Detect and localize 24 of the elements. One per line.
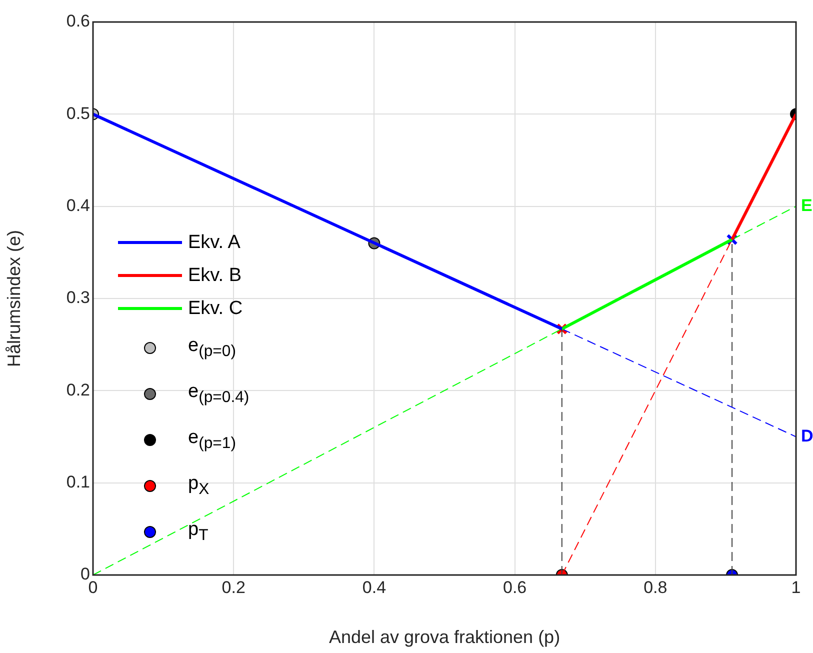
y-tick-label: 0.2 <box>66 380 90 400</box>
annotation: E <box>801 196 812 216</box>
y-tick-label: 0.1 <box>66 472 90 492</box>
x-tick-label: 0.8 <box>644 578 668 597</box>
legend-label: Ekv. B <box>188 264 242 286</box>
x-tick-label: 0.6 <box>502 578 527 597</box>
y-tick-label: 0 <box>80 564 90 584</box>
y-tick-label: 0.5 <box>66 104 90 123</box>
legend-label: p$_{T}$ <box>188 519 208 545</box>
legend-label: p$_{X}$ <box>188 473 210 499</box>
y-axis-title: Hålrumsindex (e) <box>4 230 24 368</box>
x-tick-label: 1 <box>791 578 801 597</box>
y-tick-label: 0.4 <box>66 196 90 216</box>
y-tick-label: 0.3 <box>66 288 90 308</box>
legend-label: e$_{(p=1)}$ <box>188 427 236 453</box>
legend-label: Ekv. C <box>188 298 243 320</box>
annotation: D <box>801 426 813 446</box>
legend-label: e$_{(p=0)}$ <box>188 335 236 361</box>
x-tick-label: 0.2 <box>222 578 246 597</box>
x-tick-label: 0.4 <box>362 578 386 597</box>
y-tick-label: 0.6 <box>66 12 90 31</box>
legend-label: Ekv. A <box>188 232 240 254</box>
legend-label: e$_{(p=0.4)}$ <box>188 381 250 407</box>
x-axis-title: Andel av grova fraktionen (p) <box>328 627 560 648</box>
